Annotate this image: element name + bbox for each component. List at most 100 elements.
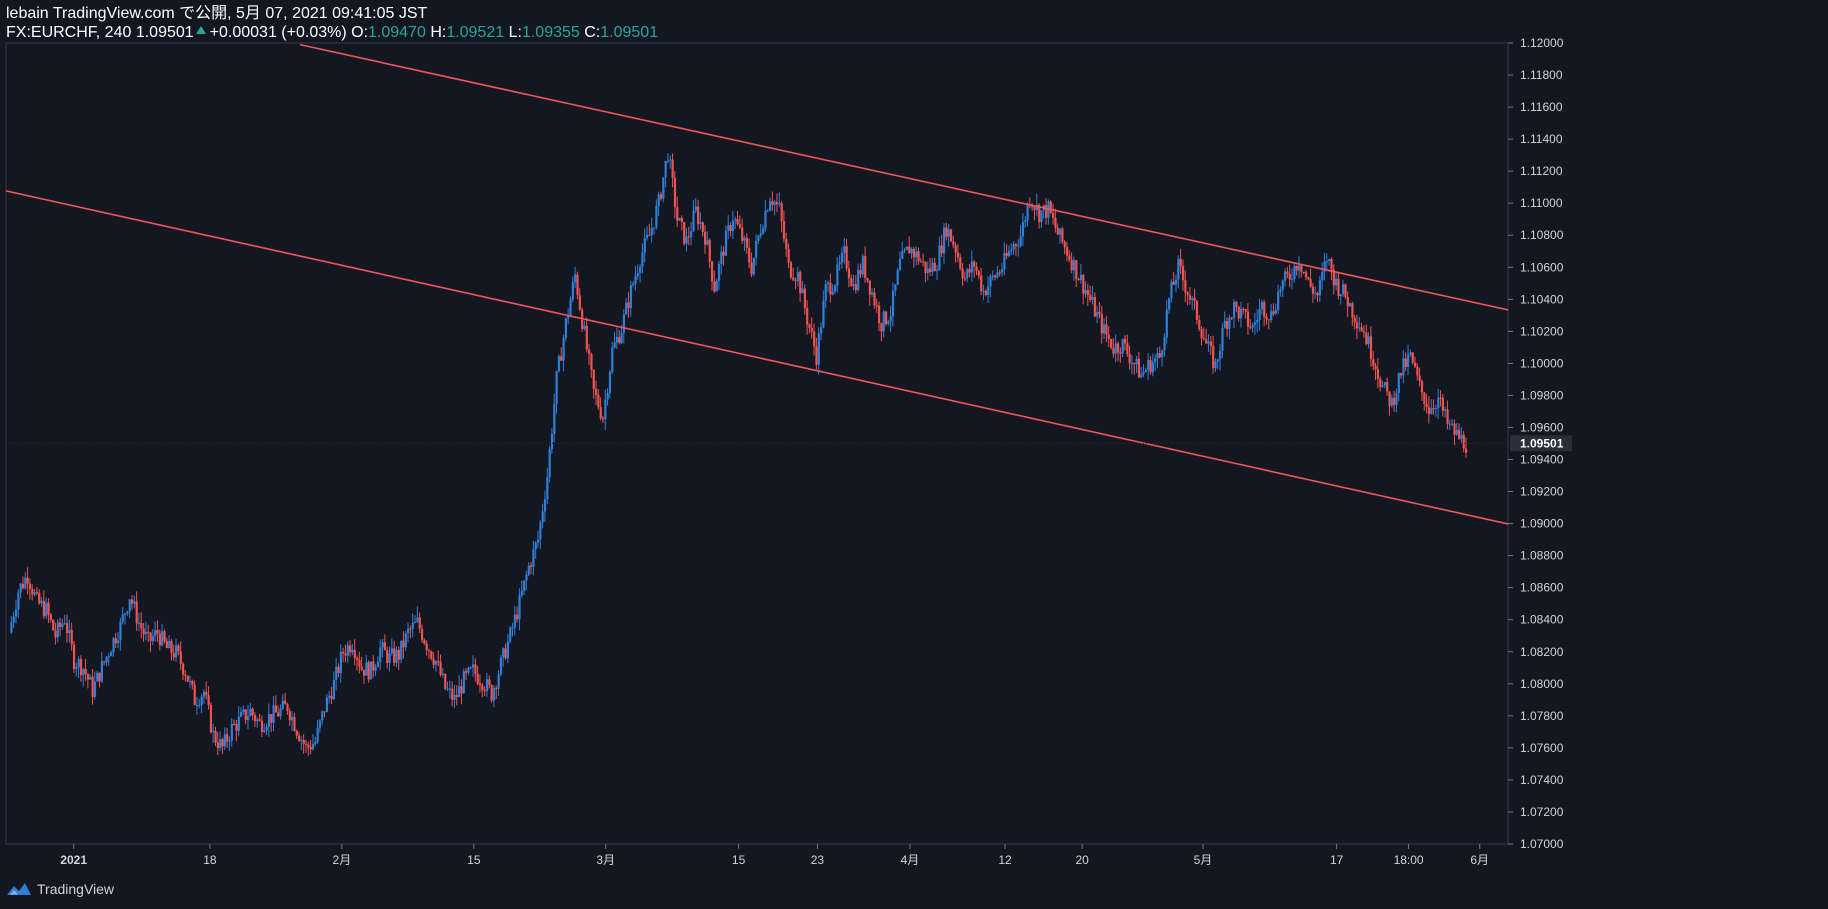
candle-body xyxy=(1304,272,1308,278)
candle-body xyxy=(1277,291,1280,310)
candle-body xyxy=(722,251,725,256)
candle-body xyxy=(546,477,549,500)
candle-body xyxy=(207,695,210,705)
candle-body xyxy=(620,332,623,343)
candle-body xyxy=(1045,205,1048,218)
candle-body xyxy=(390,648,394,654)
candle-body xyxy=(741,227,744,241)
candle-body xyxy=(397,650,400,660)
candle-body xyxy=(481,685,484,691)
candle-body xyxy=(474,664,477,674)
candle-body xyxy=(367,662,370,680)
candle-body xyxy=(1260,301,1264,310)
candle-body xyxy=(112,638,115,653)
candle-body xyxy=(393,648,396,663)
candlestick-series xyxy=(10,153,1468,756)
candle-body xyxy=(961,268,964,279)
candle-body xyxy=(1038,204,1041,222)
time-tick-label: 17 xyxy=(1330,853,1344,867)
candle-body xyxy=(302,739,305,744)
candle-body xyxy=(1393,397,1396,405)
candle-body xyxy=(836,264,839,286)
candle-body xyxy=(1339,294,1342,297)
candle-body xyxy=(66,623,69,633)
candle-body xyxy=(68,629,71,633)
candle-body xyxy=(1337,278,1340,297)
candle-body xyxy=(451,688,454,700)
candle-body xyxy=(669,159,672,161)
candle-body xyxy=(1082,274,1085,294)
time-tick-label: 20 xyxy=(1075,853,1089,867)
candle-body xyxy=(21,583,25,588)
candle-body xyxy=(991,275,994,277)
candle-body xyxy=(72,644,76,669)
candle-body xyxy=(685,236,688,244)
candle-body xyxy=(342,651,345,654)
candle-body xyxy=(752,257,755,275)
candle-body xyxy=(469,667,472,669)
candle-body xyxy=(762,228,765,234)
candle-body xyxy=(130,599,134,604)
candle-body xyxy=(931,262,934,272)
candle-body xyxy=(1348,303,1352,307)
candle-body xyxy=(748,247,751,263)
candle-body xyxy=(1293,265,1296,280)
candle-body xyxy=(966,269,969,279)
candle-body xyxy=(864,256,867,278)
candle-body xyxy=(1184,280,1187,293)
candle-body xyxy=(1163,337,1166,351)
candle-body xyxy=(1344,284,1347,298)
candle-body xyxy=(386,650,389,663)
candle-body xyxy=(1149,359,1152,373)
candle-body xyxy=(19,583,22,593)
candle-body xyxy=(557,356,561,372)
time-tick-label: 15 xyxy=(467,853,481,867)
candle-body xyxy=(33,591,36,595)
candle-body xyxy=(838,262,841,265)
candle-body xyxy=(690,231,693,237)
high-label: H: xyxy=(430,24,447,41)
candle-body xyxy=(448,688,452,690)
candle-body xyxy=(785,239,788,249)
candle-body xyxy=(140,622,143,629)
candle-body xyxy=(1360,327,1363,332)
price-tick-label: 1.10200 xyxy=(1520,324,1564,338)
candle-body xyxy=(161,631,164,646)
candle-body xyxy=(365,662,368,676)
candle-body xyxy=(1140,373,1143,378)
candle-body xyxy=(1395,392,1398,405)
candle-body xyxy=(919,261,922,263)
candle-body xyxy=(715,280,718,292)
candle-body xyxy=(402,640,405,648)
candle-body xyxy=(56,622,59,638)
candle-body xyxy=(1086,290,1090,296)
candle-body xyxy=(1362,331,1366,333)
candle-body xyxy=(710,261,714,282)
candle-body xyxy=(1114,343,1117,354)
candle-body xyxy=(202,691,206,697)
candle-body xyxy=(792,277,795,280)
candle-body xyxy=(142,628,145,635)
price-tick-label: 1.11800 xyxy=(1520,68,1563,82)
symbol-label: FX:EURCHF, 240 xyxy=(6,24,132,41)
candle-body xyxy=(260,720,264,732)
footer-brand[interactable]: TradingView xyxy=(6,881,114,897)
candle-body xyxy=(497,674,500,689)
candle-body xyxy=(773,202,776,205)
candle-body xyxy=(400,640,403,660)
candle-body xyxy=(12,616,15,623)
candle-body xyxy=(177,645,180,652)
candle-body xyxy=(1400,372,1403,376)
candle-body xyxy=(750,262,753,275)
candle-body xyxy=(179,651,182,664)
candle-body xyxy=(889,316,892,322)
candle-body xyxy=(1455,429,1458,435)
candle-body xyxy=(608,371,612,393)
candle-body xyxy=(420,628,424,641)
candle-body xyxy=(82,668,85,676)
candle-body xyxy=(59,622,62,628)
candle-body xyxy=(135,601,138,624)
candle-body xyxy=(263,730,266,732)
candle-body xyxy=(1427,407,1431,414)
